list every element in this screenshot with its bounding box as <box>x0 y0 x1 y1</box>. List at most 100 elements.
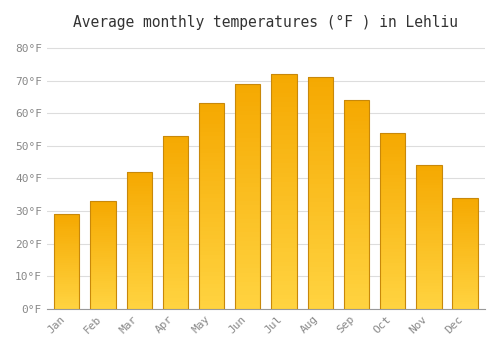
Bar <box>416 266 442 268</box>
Bar <box>162 212 188 216</box>
Bar <box>344 242 369 246</box>
Bar <box>235 156 260 160</box>
Bar <box>416 240 442 243</box>
Bar <box>90 201 116 203</box>
Bar <box>380 214 406 217</box>
Bar <box>54 294 80 295</box>
Bar <box>452 207 478 209</box>
Bar <box>452 289 478 291</box>
Bar <box>416 203 442 205</box>
Bar <box>235 277 260 282</box>
Bar <box>308 262 333 267</box>
Bar <box>235 214 260 219</box>
Bar <box>199 128 224 132</box>
Bar <box>452 236 478 238</box>
Bar <box>90 248 116 251</box>
Bar <box>308 184 333 188</box>
Bar <box>162 184 188 188</box>
Bar <box>344 234 369 238</box>
Bar <box>272 130 296 135</box>
Bar <box>126 202 152 205</box>
Bar <box>199 226 224 231</box>
Bar <box>54 248 80 250</box>
Bar <box>380 263 406 266</box>
Bar <box>54 307 80 309</box>
Bar <box>90 227 116 229</box>
Bar <box>90 276 116 279</box>
Bar <box>380 298 406 302</box>
Bar <box>199 186 224 190</box>
Bar <box>416 214 442 217</box>
Bar <box>380 175 406 178</box>
Bar <box>199 136 224 140</box>
Bar <box>199 272 224 276</box>
Bar <box>344 200 369 204</box>
Bar <box>235 268 260 273</box>
Bar <box>199 256 224 259</box>
Bar <box>308 202 333 207</box>
Bar <box>308 161 333 165</box>
Bar <box>380 143 406 147</box>
Bar <box>54 288 80 290</box>
Bar <box>452 244 478 247</box>
Bar <box>272 201 296 205</box>
Bar <box>416 225 442 229</box>
Bar <box>416 283 442 286</box>
Bar <box>344 225 369 230</box>
Bar <box>308 151 333 156</box>
Bar <box>54 263 80 265</box>
Bar <box>126 218 152 221</box>
Bar <box>162 295 188 299</box>
Bar <box>90 229 116 231</box>
Bar <box>344 217 369 221</box>
Bar <box>272 83 296 88</box>
Bar <box>344 179 369 183</box>
Bar <box>416 231 442 234</box>
Bar <box>54 299 80 301</box>
Bar <box>380 133 406 309</box>
Bar <box>344 209 369 213</box>
Bar <box>126 273 152 276</box>
Bar <box>452 284 478 287</box>
Bar <box>54 269 80 271</box>
Bar <box>162 250 188 253</box>
Bar <box>199 173 224 177</box>
Bar <box>90 253 116 255</box>
Bar <box>344 196 369 200</box>
Bar <box>308 142 333 147</box>
Bar <box>308 86 333 91</box>
Bar <box>380 164 406 168</box>
Bar <box>54 237 80 239</box>
Bar <box>162 146 188 150</box>
Bar <box>54 271 80 273</box>
Bar <box>308 244 333 248</box>
Bar <box>452 260 478 262</box>
Bar <box>235 151 260 156</box>
Bar <box>90 236 116 238</box>
Bar <box>452 267 478 269</box>
Bar <box>380 277 406 281</box>
Bar <box>272 271 296 276</box>
Bar <box>416 297 442 300</box>
Bar <box>308 258 333 262</box>
Bar <box>452 198 478 309</box>
Bar <box>452 275 478 278</box>
Bar <box>416 263 442 266</box>
Bar <box>199 301 224 304</box>
Bar <box>126 292 152 295</box>
Bar <box>54 298 80 299</box>
Bar <box>126 265 152 268</box>
Bar <box>344 121 369 125</box>
Bar <box>344 138 369 142</box>
Bar <box>344 159 369 163</box>
Bar <box>380 186 406 189</box>
Bar <box>54 214 80 216</box>
Bar <box>90 231 116 233</box>
Bar <box>235 97 260 102</box>
Bar <box>199 210 224 214</box>
Bar <box>162 139 188 143</box>
Bar <box>272 196 296 201</box>
Bar <box>344 246 369 250</box>
Bar <box>199 103 224 107</box>
Bar <box>126 226 152 229</box>
